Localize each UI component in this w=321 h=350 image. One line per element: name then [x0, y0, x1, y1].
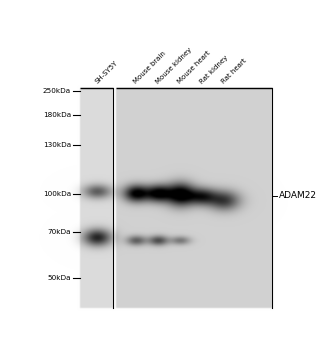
Text: Rat heart: Rat heart	[221, 58, 248, 85]
Text: 250kDa: 250kDa	[43, 88, 71, 94]
Text: Mouse kidney: Mouse kidney	[155, 47, 193, 85]
Text: ADAM22: ADAM22	[279, 191, 317, 201]
Text: 130kDa: 130kDa	[43, 142, 71, 148]
Text: Rat kidney: Rat kidney	[199, 54, 229, 85]
Text: 100kDa: 100kDa	[43, 191, 71, 197]
Text: 180kDa: 180kDa	[43, 112, 71, 118]
Text: SH-SY5Y: SH-SY5Y	[94, 60, 119, 85]
Text: 70kDa: 70kDa	[48, 229, 71, 235]
Text: 50kDa: 50kDa	[48, 275, 71, 281]
Text: Mouse brain: Mouse brain	[133, 50, 167, 85]
Text: Mouse heart: Mouse heart	[177, 50, 212, 85]
